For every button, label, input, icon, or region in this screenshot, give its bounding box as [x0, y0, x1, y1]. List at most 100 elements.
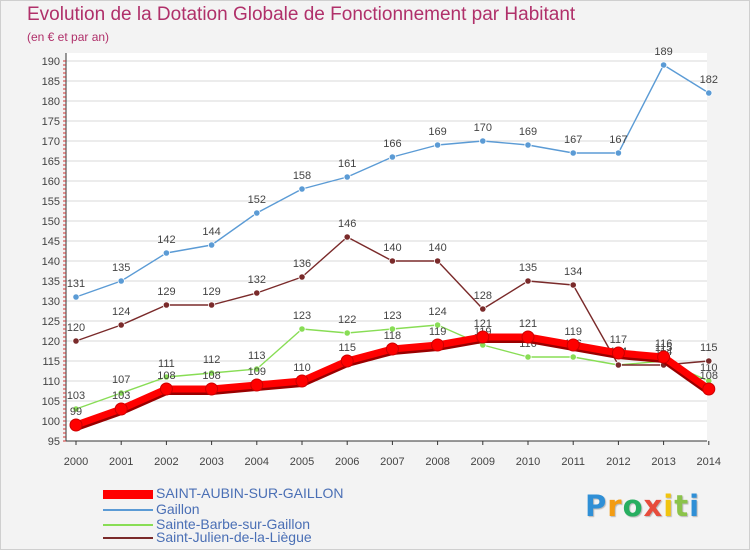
legend-swatch — [103, 509, 153, 511]
x-tick-label: 2006 — [335, 456, 359, 468]
data-point — [388, 257, 396, 265]
data-label: 119 — [429, 326, 447, 338]
data-point — [569, 281, 577, 289]
data-label: 146 — [338, 218, 356, 230]
y-tick-label: 110 — [42, 376, 60, 388]
series-gaillon: 131 135 142 144 152 158 161 166 169 170 169 167 167 1… — [67, 46, 718, 301]
chart-subtitle: (en € et par an) — [27, 30, 110, 44]
brand-logo: Proxiti — [585, 489, 700, 523]
data-point — [611, 346, 625, 360]
data-label: 115 — [655, 342, 673, 354]
data-point — [208, 301, 216, 309]
legend-swatch — [103, 537, 153, 539]
data-label: 158 — [293, 170, 311, 182]
data-label: 116 — [655, 338, 673, 350]
data-label: 108 — [700, 370, 718, 382]
data-label: 110 — [700, 362, 718, 374]
data-label: 110 — [293, 362, 311, 374]
data-label: 132 — [248, 274, 266, 286]
data-point — [476, 330, 490, 344]
data-point — [524, 353, 532, 361]
data-label: 182 — [700, 74, 718, 86]
data-label: 99 — [70, 406, 82, 418]
x-tick-label: 2008 — [425, 456, 449, 468]
x-tick-label: 2012 — [606, 456, 630, 468]
y-tick-label: 125 — [42, 316, 60, 328]
data-point — [657, 350, 671, 364]
data-point — [569, 353, 577, 361]
data-label: 170 — [474, 122, 492, 134]
chart-title: Evolution de la Dotation Globale de Fonc… — [27, 4, 576, 25]
data-label: 167 — [609, 134, 627, 146]
y-tick-label: 105 — [42, 396, 60, 408]
data-point — [159, 382, 173, 396]
data-label: 161 — [338, 158, 356, 170]
data-label: 107 — [112, 374, 130, 386]
data-point — [208, 241, 216, 249]
data-label: 169 — [428, 126, 446, 138]
data-point — [614, 149, 623, 157]
data-label: 113 — [248, 350, 266, 362]
data-label: 128 — [474, 290, 492, 302]
data-point — [162, 249, 170, 257]
data-point — [298, 185, 306, 193]
legend-label: Gaillon — [156, 501, 200, 517]
x-tick-label: 2011 — [561, 456, 585, 468]
data-label: 135 — [112, 262, 130, 274]
data-point — [295, 374, 309, 388]
data-label: 123 — [293, 310, 311, 322]
x-tick-label: 2010 — [516, 456, 540, 468]
data-point — [521, 330, 535, 344]
data-point — [72, 337, 80, 345]
data-label: 103 — [112, 390, 130, 402]
x-tick-label: 2009 — [471, 456, 495, 468]
data-label: 124 — [428, 306, 446, 318]
data-label: 135 — [519, 262, 537, 274]
y-tick-label: 170 — [42, 136, 60, 148]
data-point — [702, 382, 716, 396]
y-tick-label: 175 — [42, 116, 60, 128]
y-tick-label: 150 — [42, 216, 60, 228]
data-point — [208, 369, 216, 377]
legend-swatch — [103, 524, 153, 526]
data-label: 115 — [700, 342, 718, 354]
y-tick-label: 155 — [42, 196, 60, 208]
data-point — [433, 141, 442, 149]
data-point — [343, 329, 351, 337]
data-label: 109 — [248, 366, 266, 378]
data-label: 152 — [248, 194, 266, 206]
brand-letter: i — [663, 489, 675, 523]
legend-label: SAINT-AUBIN-SUR-GAILLON — [156, 485, 344, 501]
x-tick-label: 2013 — [651, 456, 675, 468]
y-tick-label: 160 — [42, 176, 60, 188]
data-point — [340, 354, 354, 368]
data-point — [162, 373, 170, 381]
data-label: 120 — [67, 322, 85, 334]
data-point — [117, 321, 125, 329]
data-point — [705, 357, 713, 365]
y-tick-label: 145 — [42, 236, 60, 248]
data-label: 166 — [383, 138, 401, 150]
data-label: 122 — [338, 314, 356, 326]
x-tick-label: 2000 — [64, 456, 88, 468]
data-label: 103 — [67, 390, 85, 402]
data-point — [479, 305, 487, 313]
data-point — [431, 338, 445, 352]
data-label: 189 — [654, 46, 672, 58]
series-sainte-barbe-sur-gaillon: 1031071111121131231221231241191161161141… — [67, 306, 718, 413]
y-tick-label: 130 — [42, 296, 60, 308]
data-label: 129 — [202, 286, 220, 298]
data-label: 142 — [157, 234, 175, 246]
y-tick-label: 190 — [42, 56, 60, 68]
data-label: 167 — [564, 134, 582, 146]
data-label: 108 — [202, 370, 220, 382]
data-label: 124 — [112, 306, 130, 318]
data-point — [614, 361, 623, 369]
brand-letter: r — [607, 489, 623, 523]
data-label: 169 — [519, 126, 537, 138]
data-point — [524, 141, 532, 149]
data-point — [433, 321, 442, 329]
legend-label: Sainte-Barbe-sur-Gaillon — [156, 516, 311, 532]
data-point — [388, 325, 396, 333]
